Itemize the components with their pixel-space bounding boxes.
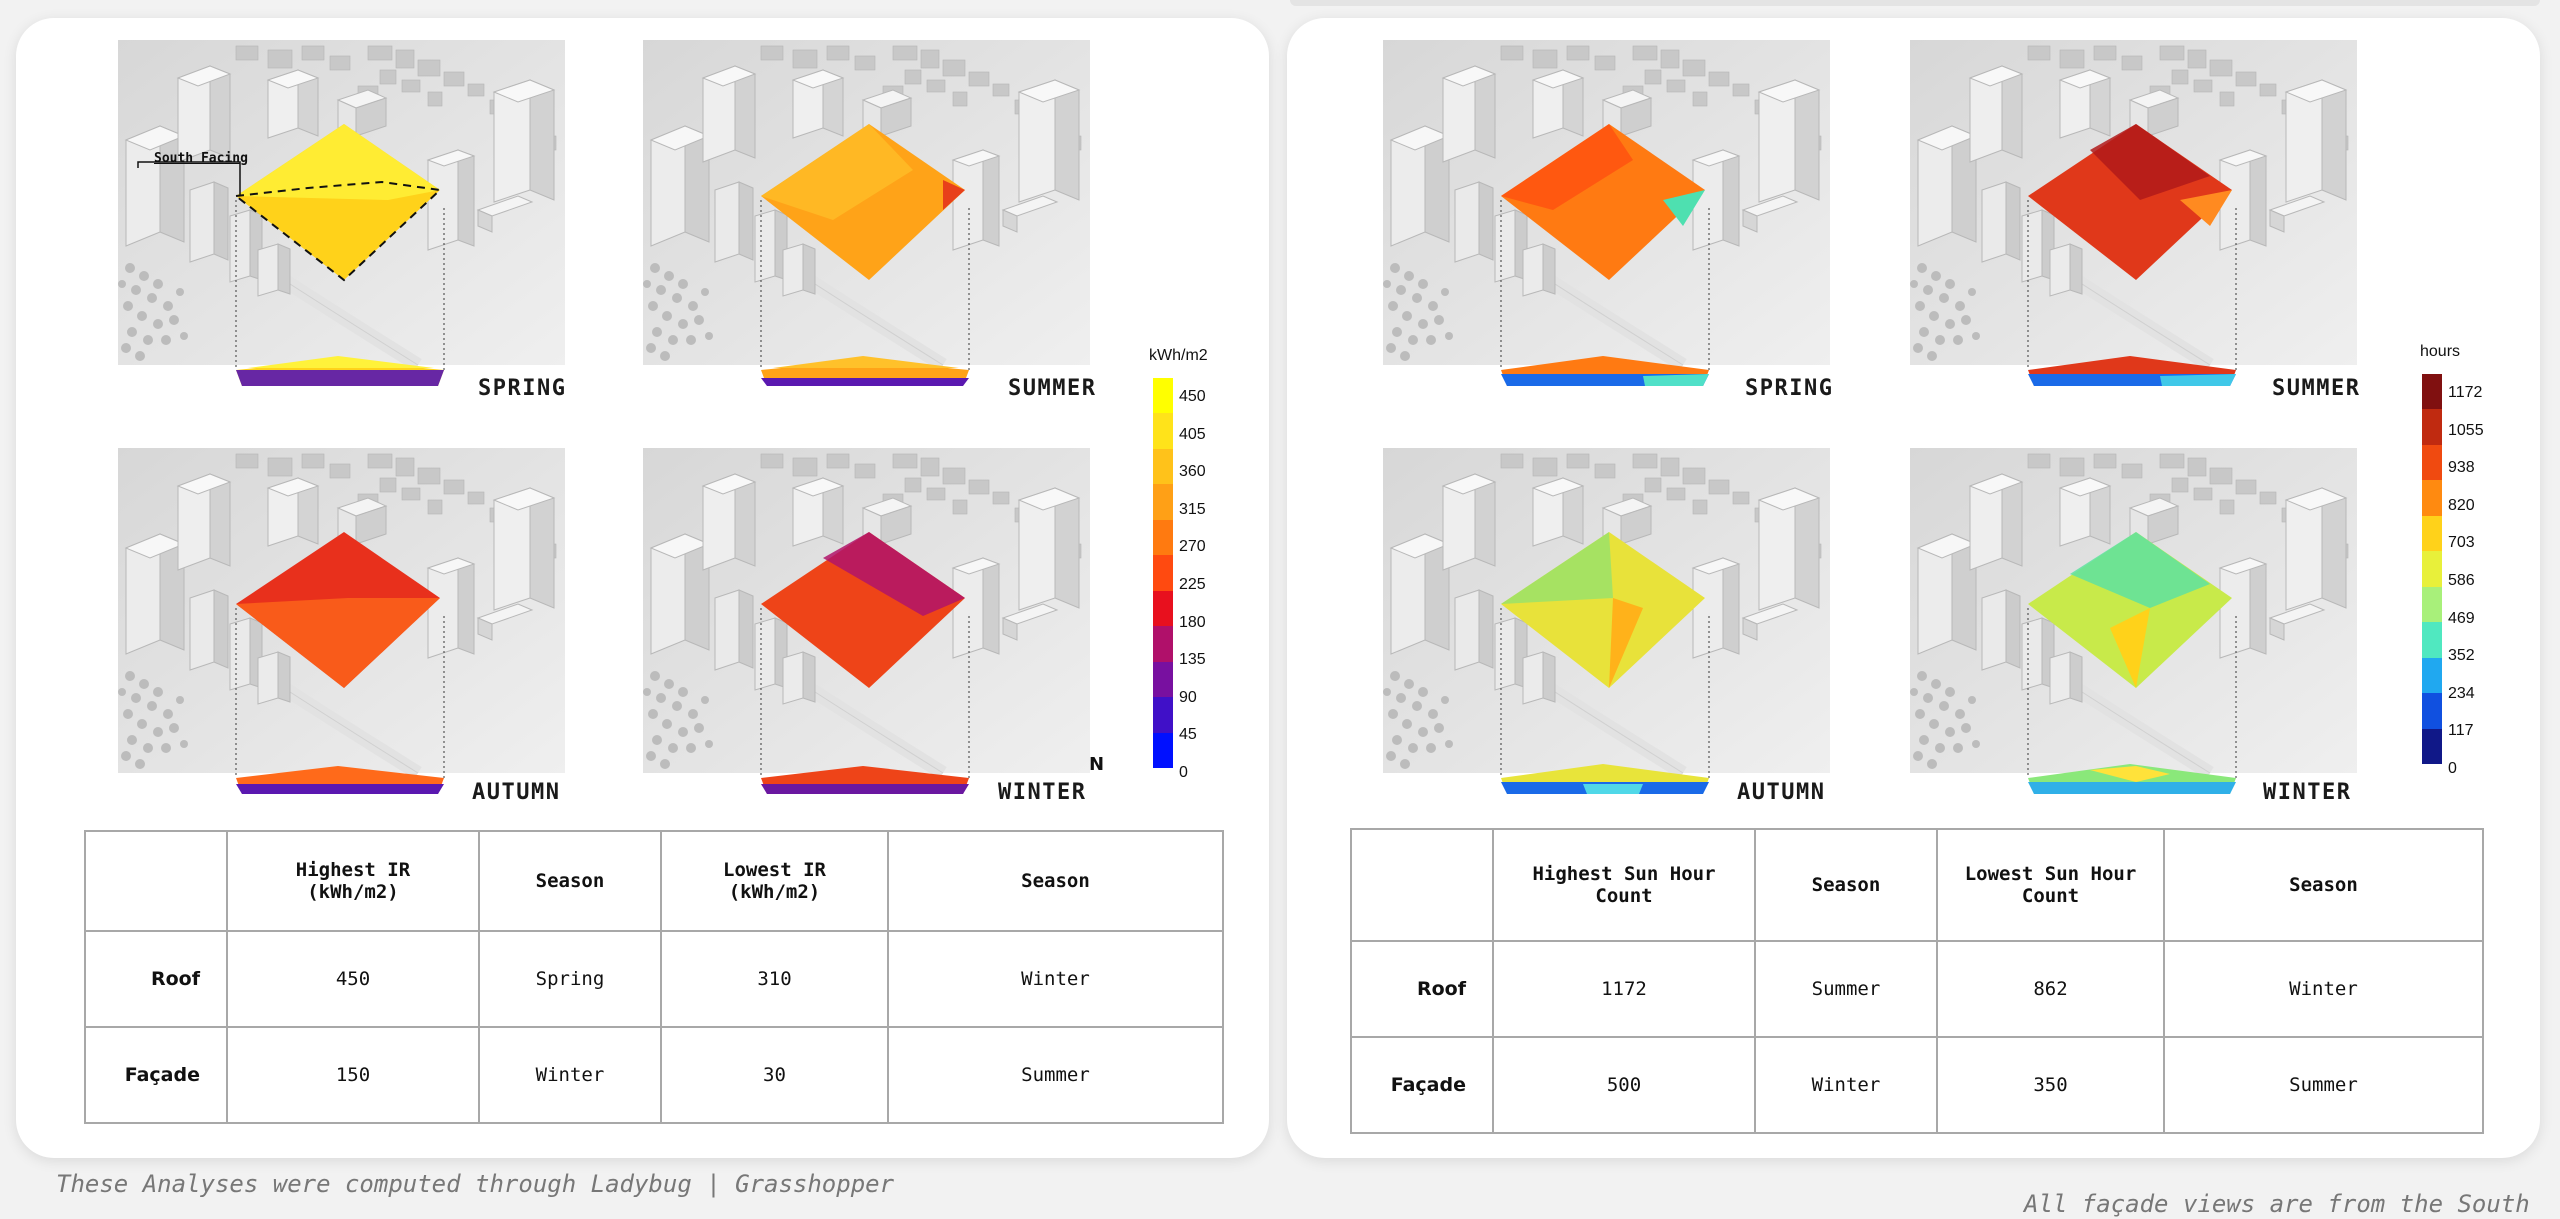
table-header-lowest: Lowest Sun Hour Count (1936, 828, 2165, 942)
south-facing-label: South Facing (154, 151, 248, 166)
legend-swatch (2422, 728, 2442, 765)
roof-highlight (236, 124, 440, 200)
table-header-season: Season (1754, 828, 1938, 942)
table-header-season: Season (478, 830, 662, 932)
legend-tick-label: 45 (1179, 726, 1197, 744)
legend-swatch (2422, 409, 2442, 446)
legend-tick-label: 90 (1179, 688, 1197, 706)
legend-swatch (1153, 590, 1173, 627)
legend-unit: hours (2420, 343, 2461, 360)
legend-tick-label: 703 (2448, 534, 2475, 552)
season-label-summer: SUMMER (2272, 376, 2361, 401)
season-label-spring: SPRING (1745, 376, 1834, 401)
season-label-autumn: AUTUMN (472, 780, 561, 805)
ir-analysis-panel: South Facing SPRING SUMMER AUTUMN (16, 18, 1269, 1158)
legend-swatch (1153, 484, 1173, 521)
season-label-summer: SUMMER (1008, 376, 1097, 401)
legend-swatch (1153, 555, 1173, 592)
season-label-winter: WINTER (2263, 780, 2352, 805)
legend-tick-label: 117 (2448, 722, 2474, 740)
sun-hours-panel: SPRING SUMMER AUTUMN (1287, 18, 2540, 1158)
table-row: Roof 1172 Summer 862 Winter (1350, 940, 2484, 1038)
legend-tick-label: 352 (2448, 647, 2475, 665)
sun-hours-summary-table: Highest Sun Hour Count Season Lowest Sun… (1350, 828, 2484, 1134)
season-label-winter: WINTER (998, 780, 1087, 805)
ir-legend: kWh/m2 450 405 360 315 270 225 180 135 90 45 0 (1149, 347, 1233, 803)
table-header-highest: Highest Sun Hour Count (1492, 828, 1756, 942)
legend-swatch (2422, 551, 2442, 588)
method-footnote: These Analyses were computed through Lad… (56, 1170, 895, 1198)
table-header-season: Season (2163, 828, 2484, 942)
legend-swatch (2422, 515, 2442, 552)
sun-hours-legend: hours 1172 1055 938 820 703 586 469 352 234 117 0 (2420, 343, 2502, 799)
legend-swatch (1153, 448, 1173, 485)
legend-tick-label: 450 (1179, 388, 1206, 405)
legend-swatch (1153, 626, 1173, 663)
winter-ir-diagram (643, 448, 1090, 808)
table-header-highest: Highest IR (kWh/m2) (226, 830, 480, 932)
legend-tick-label: 0 (2448, 760, 2457, 777)
legend-tick-label: 0 (1179, 764, 1188, 781)
legend-tick-label: 938 (2448, 459, 2475, 477)
legend-tick-label: 1055 (2448, 421, 2484, 439)
legend-tick-label: 820 (2448, 496, 2475, 514)
table-row: Façade 500 Winter 350 Summer (1350, 1036, 2484, 1134)
table-header-empty (84, 830, 228, 932)
legend-tick-label: 1172 (2448, 384, 2483, 401)
winter-sunhours-diagram (1910, 448, 2357, 808)
table-header-season: Season (887, 830, 1224, 932)
legend-tick-label: 586 (2448, 572, 2475, 589)
legend-tick-label: 405 (1179, 425, 1206, 443)
legend-tick-label: 469 (2448, 609, 2475, 627)
legend-tick-label: 180 (1179, 613, 1206, 631)
autumn-sunhours-diagram (1383, 448, 1830, 808)
summer-ir-diagram (643, 40, 1090, 400)
legend-tick-label: 234 (2448, 684, 2475, 702)
legend-swatch (2422, 586, 2442, 623)
north-arrow-icon: N (1089, 754, 1105, 775)
legend-swatch (1153, 413, 1173, 450)
season-label-autumn: AUTUMN (1737, 780, 1826, 805)
view-orientation-footnote: All façade views are from the South (2024, 1190, 2530, 1218)
summer-sunhours-diagram (1910, 40, 2357, 400)
legend-tick-label: 360 (1179, 463, 1206, 481)
legend-swatch (2422, 444, 2442, 481)
facade-base (236, 370, 444, 386)
legend-swatch (1153, 378, 1173, 414)
facade-gable (248, 356, 434, 368)
legend-swatch (2422, 622, 2442, 659)
legend-swatch (1153, 519, 1173, 556)
legend-tick-label: 225 (1179, 576, 1206, 593)
table-header-lowest: Lowest IR (kWh/m2) (660, 830, 889, 932)
table-header-empty (1350, 828, 1494, 942)
legend-tick-label: 315 (1179, 500, 1206, 518)
table-row: Roof 450 Spring 310 Winter (84, 930, 1224, 1028)
legend-swatch (1153, 732, 1173, 769)
spring-sunhours-diagram (1383, 40, 1830, 400)
season-label-spring: SPRING (478, 376, 567, 401)
spring-ir-diagram: South Facing (118, 40, 565, 400)
table-row: Façade 150 Winter 30 Summer (84, 1026, 1224, 1124)
legend-tick-label: 135 (1179, 651, 1206, 669)
legend-swatch (2422, 657, 2442, 694)
ir-summary-table: Highest IR (kWh/m2) Season Lowest IR (kW… (84, 830, 1224, 1124)
legend-swatch (1153, 697, 1173, 734)
autumn-ir-diagram (118, 448, 565, 808)
legend-swatch (2422, 480, 2442, 517)
top-strip (1290, 0, 2540, 6)
legend-tick-label: 270 (1179, 538, 1206, 556)
legend-swatch (1153, 661, 1173, 698)
legend-swatch (2422, 374, 2442, 410)
legend-swatch (2422, 693, 2442, 730)
legend-unit: kWh/m2 (1149, 347, 1208, 364)
